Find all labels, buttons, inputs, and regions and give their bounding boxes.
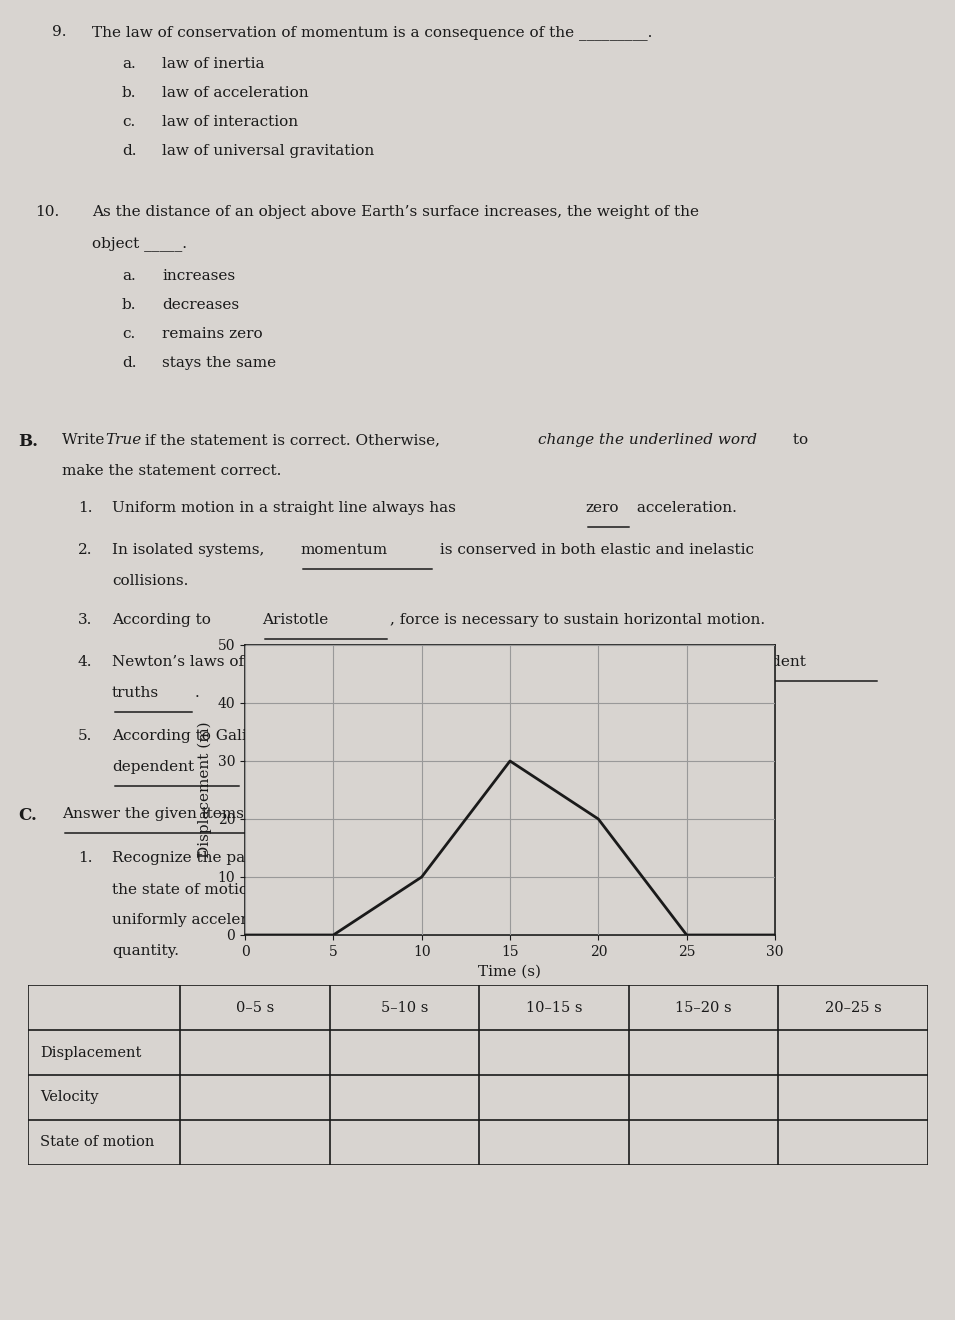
Text: Displacement: Displacement bbox=[40, 1045, 141, 1060]
Text: 9.: 9. bbox=[52, 25, 67, 40]
Text: b.: b. bbox=[122, 298, 137, 312]
Text: a.: a. bbox=[122, 269, 136, 282]
Text: law of inertia: law of inertia bbox=[162, 57, 265, 71]
Text: law of acceleration: law of acceleration bbox=[162, 86, 308, 100]
Text: momentum: momentum bbox=[300, 543, 387, 557]
Text: 1.: 1. bbox=[78, 502, 93, 515]
Text: Uniform motion in a straight line always has: Uniform motion in a straight line always… bbox=[112, 502, 460, 515]
Text: .: . bbox=[195, 686, 200, 700]
Text: 10–15 s: 10–15 s bbox=[526, 1001, 583, 1015]
Text: 0–5 s: 0–5 s bbox=[236, 1001, 274, 1015]
Text: The law of conservation of momentum is a consequence of the _________.: The law of conservation of momentum is a… bbox=[92, 25, 652, 40]
Text: 10.: 10. bbox=[35, 205, 59, 219]
Text: True: True bbox=[105, 433, 141, 447]
Text: d.: d. bbox=[122, 356, 137, 370]
Text: a.: a. bbox=[122, 57, 136, 71]
Text: 1.: 1. bbox=[78, 851, 93, 865]
Text: d.: d. bbox=[122, 144, 137, 158]
Text: Answer the given items.: Answer the given items. bbox=[62, 807, 248, 821]
Text: law of universal gravitation: law of universal gravitation bbox=[162, 144, 374, 158]
Text: 5–10 s: 5–10 s bbox=[381, 1001, 428, 1015]
Text: Recognize the pattern of the graph every five-second interval and describe: Recognize the pattern of the graph every… bbox=[112, 851, 692, 865]
Text: 15–20 s: 15–20 s bbox=[675, 1001, 732, 1015]
Text: c.: c. bbox=[122, 327, 136, 341]
Text: object _____.: object _____. bbox=[92, 236, 187, 251]
Text: Aristotle: Aristotle bbox=[262, 612, 329, 627]
Text: the state of motion of a car: whether it is at rest, in uniform motion, or in: the state of motion of a car: whether it… bbox=[112, 882, 679, 896]
Text: Write: Write bbox=[62, 433, 109, 447]
Text: remains zero: remains zero bbox=[162, 327, 263, 341]
Text: to: to bbox=[788, 433, 808, 447]
Text: increases: increases bbox=[162, 269, 235, 282]
Text: C.: C. bbox=[18, 807, 37, 824]
Text: truths: truths bbox=[112, 686, 159, 700]
Text: decreases: decreases bbox=[162, 298, 239, 312]
Text: c.: c. bbox=[122, 115, 136, 129]
Text: acceleration.: acceleration. bbox=[632, 502, 737, 515]
Text: change the underlined word: change the underlined word bbox=[538, 433, 757, 447]
Text: is conserved in both elastic and inelastic: is conserved in both elastic and inelast… bbox=[435, 543, 754, 557]
Text: collisions.: collisions. bbox=[112, 574, 188, 587]
Text: , force is necessary to sustain horizontal motion.: , force is necessary to sustain horizont… bbox=[390, 612, 765, 627]
Text: uniformly accelerated motion. Also, fill out the table with the data for each: uniformly accelerated motion. Also, fill… bbox=[112, 913, 691, 927]
Text: Velocity: Velocity bbox=[40, 1090, 98, 1105]
Text: As the distance of an object above Earth’s surface increases, the weight of the: As the distance of an object above Earth… bbox=[92, 205, 699, 219]
Text: law of interaction: law of interaction bbox=[162, 115, 298, 129]
Text: they are self-evident: they are self-evident bbox=[648, 655, 806, 669]
Text: stays the same: stays the same bbox=[162, 356, 276, 370]
Text: 2.: 2. bbox=[78, 543, 93, 557]
Text: In isolated systems,: In isolated systems, bbox=[112, 543, 269, 557]
Text: make the statement correct.: make the statement correct. bbox=[62, 465, 282, 478]
Text: zero: zero bbox=[585, 502, 619, 515]
Text: 20–25 s: 20–25 s bbox=[825, 1001, 881, 1015]
Text: 3.: 3. bbox=[78, 612, 93, 627]
Text: State of motion: State of motion bbox=[40, 1135, 155, 1150]
Text: 5.: 5. bbox=[78, 729, 93, 743]
Text: 4.: 4. bbox=[78, 655, 93, 669]
Text: if the statement is correct. Otherwise,: if the statement is correct. Otherwise, bbox=[140, 433, 445, 447]
Text: on their masses.: on their masses. bbox=[242, 760, 373, 774]
Text: quantity.: quantity. bbox=[112, 944, 179, 958]
Text: Newton’s laws of motion are considered axioms because: Newton’s laws of motion are considered a… bbox=[112, 655, 554, 669]
Text: B.: B. bbox=[18, 433, 38, 450]
X-axis label: Time (s): Time (s) bbox=[478, 965, 541, 978]
Text: According to: According to bbox=[112, 612, 216, 627]
Y-axis label: Displacement (m): Displacement (m) bbox=[198, 722, 212, 858]
Text: b.: b. bbox=[122, 86, 137, 100]
Text: dependent: dependent bbox=[112, 760, 194, 774]
Text: According to Galileo, all objects on Earth fall with equal acceleration: According to Galileo, all objects on Ear… bbox=[112, 729, 646, 743]
